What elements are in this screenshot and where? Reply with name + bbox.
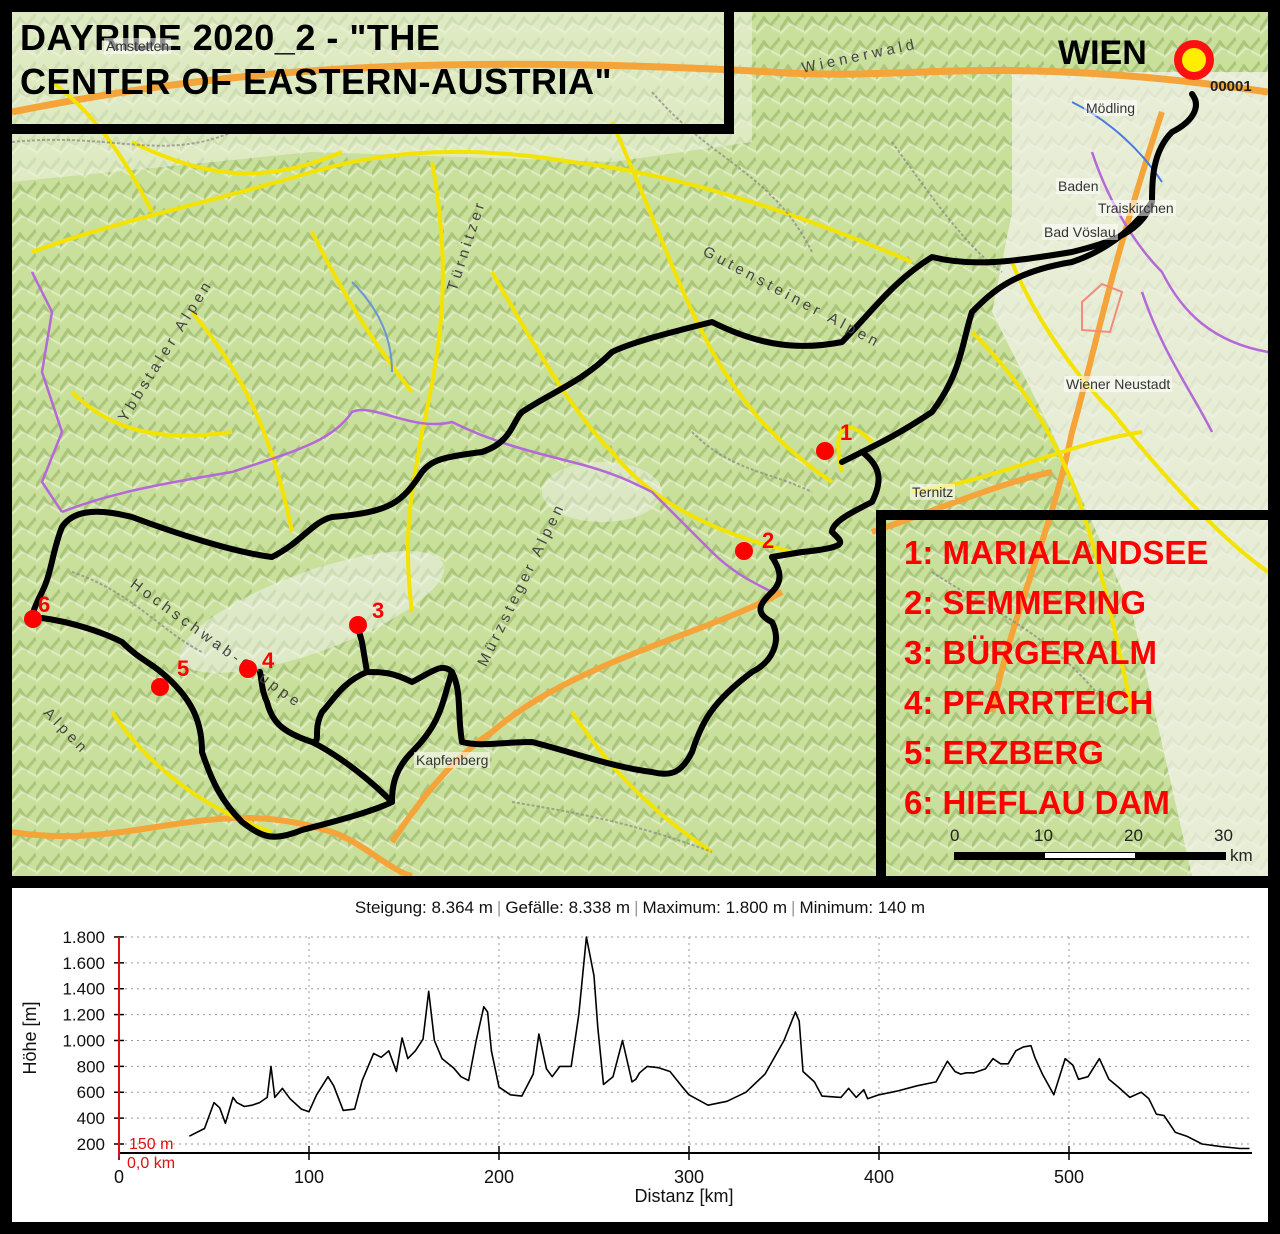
- x-tick-label: 500: [1054, 1167, 1084, 1187]
- legend-item: 2: SEMMERING: [904, 584, 1147, 621]
- place-label: Kapfenberg: [414, 752, 491, 768]
- y-tick-label: 1.600: [62, 954, 105, 973]
- place-label: Bad Vöslau: [1042, 224, 1118, 240]
- x-axis-title: Distanz [km]: [634, 1186, 733, 1206]
- place-label: Ternitz: [910, 484, 956, 500]
- route-line: [29, 91, 1199, 840]
- y-tick-label: 200: [77, 1135, 105, 1154]
- y-tick-label: 800: [77, 1057, 105, 1076]
- capital-label: WIEN: [1058, 34, 1147, 72]
- waypoint-marker-1[interactable]: [816, 442, 834, 460]
- capital-marker-icon[interactable]: [1174, 40, 1214, 80]
- y-tick-label: 1.400: [62, 980, 105, 999]
- waypoint-number: 6: [38, 592, 51, 617]
- map-title-line-1: DAYRIDE 2020_2 - "THE: [20, 17, 441, 58]
- legend-item: 5: ERZBERG: [904, 734, 1104, 771]
- capital-code: 00001: [1210, 78, 1252, 95]
- elevation-chart[interactable]: 200 400 600 800 1.000 1.200 1.400 1.600 1.800 0 10…: [12, 888, 1268, 1222]
- scale-tick: 30: [1214, 826, 1233, 845]
- waypoint-number: 2: [762, 528, 775, 553]
- place-label: Mödling: [1084, 100, 1138, 116]
- scale-tick: 0: [950, 826, 960, 845]
- maximum-stat: Maximum: 1.800 m: [642, 898, 788, 917]
- ascent-stat: Steigung: 8.364 m: [354, 898, 493, 917]
- waypoint-number: 3: [372, 598, 385, 623]
- scale-bar: 0 10 20 30 km: [950, 826, 1253, 866]
- place-label: Amstetten: [104, 38, 172, 54]
- route-map[interactable]: DAYRIDE 2020_2 - "THE CENTER OF EASTERN-…: [12, 12, 1268, 876]
- place-label: Wiener Neustadt: [1064, 376, 1173, 392]
- cursor-distance: 0,0 km: [127, 1155, 175, 1172]
- y-tick-label: 1.200: [62, 1006, 105, 1025]
- waypoint-number: 4: [262, 648, 275, 673]
- waypoint-marker-6[interactable]: [24, 610, 42, 628]
- profile-stats: Steigung: 8.364 m | Gefälle: 8.338 m | Maxim…: [354, 898, 926, 917]
- x-tick-label: 0: [114, 1167, 124, 1187]
- y-tick-label: 1.800: [62, 928, 105, 947]
- map-title: DAYRIDE 2020_2 - "THE CENTER OF EASTERN-…: [20, 16, 612, 104]
- place-label: Baden: [1056, 178, 1101, 194]
- y-tick-label: 1.000: [62, 1031, 105, 1050]
- x-tick-label: 200: [484, 1167, 514, 1187]
- x-tick-label: 300: [674, 1167, 704, 1187]
- y-axis-title: Höhe [m]: [20, 1001, 40, 1074]
- legend-item: 3: BÜRGERALM: [904, 634, 1157, 671]
- waypoint-number: 1: [840, 420, 853, 445]
- terrain-basemap: [12, 12, 1268, 876]
- waypoint-marker-3[interactable]: [349, 616, 367, 634]
- waypoint-marker-5[interactable]: [151, 678, 169, 696]
- waypoint-number: 5: [177, 656, 190, 681]
- place-label: Traiskirchen: [1096, 200, 1176, 216]
- waypoint-legend: 1: MARIALANDSEE 2: SEMMERING 3: BÜRGERAL…: [876, 510, 1268, 876]
- map-title-line-2: CENTER OF EASTERN-AUSTRIA": [20, 61, 613, 102]
- minimum-stat: Minimum: 140 m: [799, 898, 926, 917]
- cursor-elevation: 150 m: [129, 1136, 173, 1153]
- scale-tick: 10: [1034, 826, 1053, 845]
- y-tick-label: 600: [77, 1083, 105, 1102]
- elevation-profile[interactable]: Steigung: 8.364 m | Gefälle: 8.338 m | Maxim…: [12, 888, 1268, 1222]
- waypoint-marker-4[interactable]: [239, 660, 257, 678]
- x-tick-label: 100: [294, 1167, 324, 1187]
- y-tick-label: 400: [77, 1109, 105, 1128]
- legend-item: 6: HIEFLAU DAM: [904, 784, 1170, 821]
- title-box: DAYRIDE 2020_2 - "THE CENTER OF EASTERN-…: [12, 12, 734, 134]
- scale-bar-line: [954, 852, 1226, 860]
- scale-tick: 20: [1124, 826, 1143, 845]
- descent-stat: Gefälle: 8.338 m: [505, 898, 631, 917]
- legend-item: 4: PFARRTEICH: [904, 684, 1154, 721]
- waypoint-marker-2[interactable]: [735, 542, 753, 560]
- legend-item: 1: MARIALANDSEE: [904, 534, 1209, 571]
- elevation-line: [188, 936, 1250, 1150]
- scale-unit: km: [1230, 846, 1253, 865]
- x-tick-label: 400: [864, 1167, 894, 1187]
